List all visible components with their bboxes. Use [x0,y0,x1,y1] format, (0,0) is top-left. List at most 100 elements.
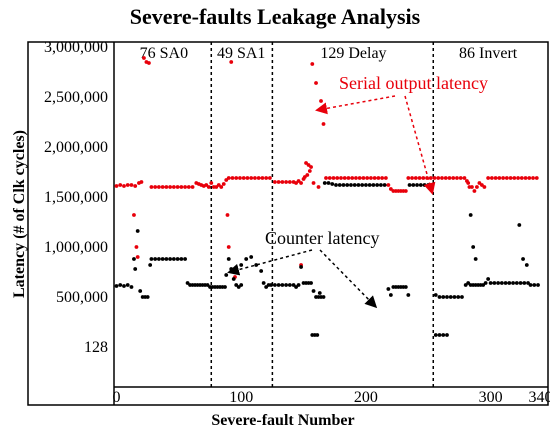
counter-point [183,257,187,261]
serial-output-point [230,176,235,180]
counter-point [223,285,227,289]
counter-point [133,267,138,271]
serial-output-point [327,176,332,180]
x-tick-label: 200 [354,389,378,406]
serial-output-point [284,180,289,184]
counter-point [456,295,461,299]
serial-output-point [413,176,418,180]
counter-point [317,291,322,295]
serial-arrow-1 [315,95,396,115]
serial-output-point [280,180,285,184]
serial-output-point [443,176,448,180]
serial-output-point [466,181,471,185]
serial-output-point [310,62,315,66]
counter-point [468,213,473,217]
serial-output-point [311,181,316,185]
serial-output-point [372,176,377,180]
segment-label: 86 Invert [459,45,518,62]
serial-output-point [531,176,535,180]
counter-point [114,284,119,288]
serial-output-point [357,176,362,180]
counter-point [118,283,123,287]
serial-output-point [260,176,265,180]
serial-output-point [321,122,326,126]
serial-output-point [458,176,463,180]
serial-output-point [417,176,422,180]
serial-output-point [153,185,158,189]
serial-output-point [139,180,144,184]
serial-output-point [475,185,479,189]
counter-point [496,281,501,285]
x-tick-label: 0 [112,389,120,406]
counter-point [349,183,353,187]
serial-output-point [122,184,126,188]
y-tick-label: 3,000,000 [44,39,108,56]
serial-output-point [175,185,180,189]
counter-point [153,257,158,261]
serial-output-point [376,176,381,180]
counter-point [284,283,289,287]
serial-output-point [451,176,456,180]
serial-output-point [299,181,303,185]
counter-point [135,229,140,233]
counter-point [360,183,365,187]
serial-output-point [276,180,281,184]
serial-output-point [133,184,138,188]
counter-point [528,283,533,287]
counter-point [132,257,136,261]
counter-point [341,183,346,187]
serial-output-point [256,176,261,180]
serial-output-point [241,176,246,180]
counter-point [261,281,266,285]
serial-output-point [287,180,292,184]
counter-point [441,333,446,337]
serial-output-point [249,176,254,180]
serial-output-point [519,176,524,180]
counter-point [356,183,361,187]
counter-arrow-2 [319,249,378,309]
serial-output-point [125,183,130,187]
segment-boundaries [210,42,435,387]
counter-point [388,293,393,297]
counter-point [415,183,419,187]
counter-point [452,295,457,299]
serial-output-point [369,176,373,180]
counter-point [272,283,277,287]
y-axis-title: Latency (# of Clk cycles) [11,130,28,298]
serial-output-point [335,176,340,180]
serial-output-point [436,176,441,180]
serial-output-point [316,185,321,189]
serial-output-point [179,185,184,189]
counter-point [367,183,372,187]
x-tick-labels: 0 100 200 300 340 [112,389,550,406]
counter-point [239,263,244,267]
segment-label: 49 SA1 [217,45,265,62]
counter-point [276,283,281,287]
serial-output-point [186,185,191,189]
serial-output-point [497,176,502,180]
x-tick-label: 300 [479,389,503,406]
counter-point [296,283,301,287]
counter-point [179,257,184,261]
serial-output-point [267,176,272,180]
serial-output-point [486,176,491,180]
counter-point [229,267,234,271]
counter-point [407,183,412,187]
serial-output-point [350,176,355,180]
counter-latency-series [114,181,540,337]
serial-output-point [383,176,388,180]
serial-output-point [225,213,230,217]
counter-point [175,257,180,261]
counter-point [122,284,126,288]
serial-output-point [508,176,513,180]
counter-latency-label: Counter latency [265,228,379,248]
counter-point [171,257,176,261]
counter-point [517,223,522,227]
serial-output-point [339,176,343,180]
serial-output-point [447,176,452,180]
counter-point [249,255,254,259]
counter-arrow-1 [227,249,313,276]
y-tick-label: 1,000,000 [44,239,108,256]
counter-point [518,281,523,285]
